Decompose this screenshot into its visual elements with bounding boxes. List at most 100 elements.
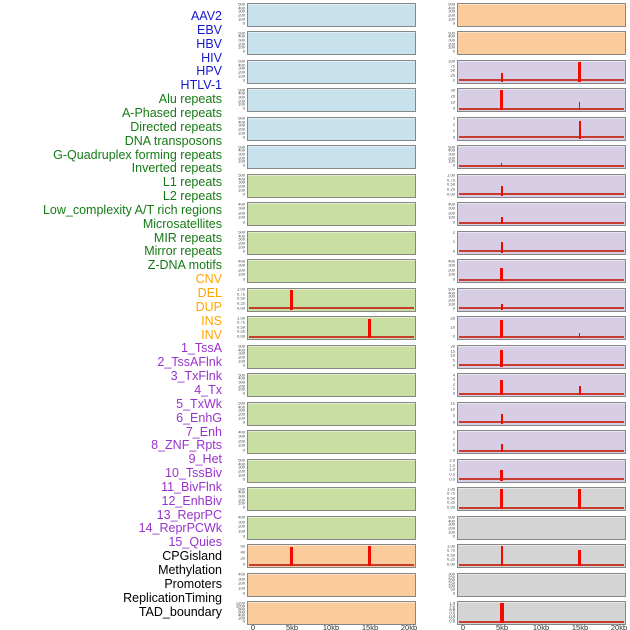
ytick-4-tx-0: 0 (452, 164, 455, 169)
ytick-methylation-200: 200 (448, 527, 455, 532)
panel-left-microsatellites (247, 430, 416, 454)
ytick-ebv-500: 500 (238, 31, 245, 36)
ytick-methylation-0: 0 (452, 534, 455, 539)
ytick-cnv-0: 0 (242, 563, 245, 568)
panel-right-methylation (457, 515, 626, 540)
ytick-alu-repeats-200: 200 (238, 185, 245, 190)
ytick-methylation-300: 300 (448, 523, 455, 528)
ytick-3-txflnk-2: 2 (452, 123, 455, 128)
xtick-right-5kb: 5kb (495, 623, 509, 630)
ytick-dup-1000: 1000 (235, 604, 245, 609)
ytick-z-dna-motifs-0: 0 (242, 534, 245, 539)
ytick-dup-0: 0 (242, 620, 245, 625)
ytick-3-txflnk-0: 0 (452, 135, 455, 140)
ytick-15-quies-0-0: 0.0 (449, 477, 455, 482)
row-label-a-phased-repeats: A-Phased repeats (121, 105, 222, 120)
ytick-ebv-400: 400 (238, 35, 245, 40)
ytick-cpgisland-0-75: 0.75 (447, 492, 455, 497)
spike-6-enhg-5kb (500, 217, 503, 224)
ytick-alu-repeats-100: 100 (238, 188, 245, 193)
ytick-inv-0: 0 (452, 50, 455, 55)
panel-right-6-enhg (457, 202, 626, 226)
ytick-htlv-1-400: 400 (238, 149, 245, 154)
ytick-dup-200: 200 (238, 616, 245, 621)
row-label-8-znf-rpts: 8_ZNF_Rpts (151, 438, 222, 453)
baseline-6-enhg (459, 221, 624, 224)
baseline-15-quies (459, 478, 624, 480)
ytick-dna-transposons-200: 200 (238, 268, 245, 273)
ytick-mir-repeats-400: 400 (238, 462, 245, 467)
ytick-microsatellites-0: 0 (242, 449, 245, 454)
baseline-11-bivflnk (459, 364, 624, 366)
row-label-14-reprpcwk: 14_ReprPCWk (138, 521, 222, 536)
ytick-methylation-500: 500 (448, 516, 455, 521)
ytick-directed-repeats-0: 0 (242, 249, 245, 254)
ytick-mir-repeats-100: 100 (238, 473, 245, 478)
ytick-cpgisland-0-25: 0.25 (447, 501, 455, 506)
spike-11-bivflnk-5kb (500, 349, 503, 367)
ytick-tad-boundary-0-4: 0.4 (449, 614, 455, 619)
panel-left-low-complexity-a-t-rich-regions (247, 401, 416, 426)
baseline-promoters (459, 563, 624, 566)
baseline-5-txwk (459, 193, 624, 195)
ytick-methylation-100: 100 (448, 530, 455, 535)
baseline-cnv (249, 563, 414, 566)
ytick-alu-repeats-500: 500 (238, 174, 245, 179)
ytick-9-het-300: 300 (448, 295, 455, 300)
panel-right-10-tssbiv (457, 316, 626, 340)
ytick-hbv-0: 0 (242, 78, 245, 83)
baseline-3-txflnk (459, 136, 624, 138)
row-label-9-het: 9_Het (188, 452, 222, 467)
panel-right-4-tx (457, 145, 626, 169)
panel-right-cpgisland (457, 487, 626, 511)
spike-1-tssa-15kb (578, 61, 581, 82)
ytick-14-reprpcwk-1: 1 (452, 442, 455, 447)
ytick-hpv-100: 100 (238, 131, 245, 136)
ytick-7-enh-1: 1 (452, 240, 455, 245)
ytick-6-enhg-100: 100 (448, 216, 455, 221)
ytick-dup-400: 400 (238, 613, 245, 618)
ytick-6-enhg-0: 0 (452, 221, 455, 226)
panel-right-8-znf-rpts (457, 259, 626, 283)
row-label-13-reprpc: 13_ReprPC (156, 507, 222, 522)
ytick-del-300: 300 (238, 577, 245, 582)
ytick-hpv-500: 500 (238, 117, 245, 122)
ytick-inverted-repeats-0-25: 0.25 (237, 330, 245, 335)
ytick-microsatellites-300: 300 (238, 435, 245, 440)
ytick-tad-boundary-0-2: 0.2 (449, 617, 455, 622)
ytick-12-enhbiv-4: 4 (452, 373, 455, 378)
row-label-l2-repeats: L2 repeats (162, 189, 222, 204)
spike-10-tssbiv-15kb (578, 333, 581, 338)
ytick-inv-100: 100 (448, 46, 455, 51)
ytick-low-complexity-a-t-rich-regions-400: 400 (238, 405, 245, 410)
ytick-2-tssaflnk-10: 10 (450, 100, 455, 105)
spike-cnv-15kb (368, 546, 371, 566)
ytick-dup-800: 800 (238, 607, 245, 612)
ytick-promoters-0-25: 0.25 (447, 558, 455, 563)
ytick-11-bivflnk-15: 15 (450, 349, 455, 354)
spike-15-quies-5kb (500, 469, 503, 481)
panel-right-promoters (457, 544, 626, 568)
panel-right-3-txflnk (457, 116, 626, 141)
spike-4-tx-5kb (500, 163, 503, 167)
ytick-replicationtiming-250: 250 (448, 576, 455, 581)
ytick-ebv-100: 100 (238, 46, 245, 51)
ytick-cnv-40: 40 (240, 550, 245, 555)
row-label-11-bivflnk: 11_BivFlnk (161, 479, 222, 494)
ytick-htlv-1-100: 100 (238, 160, 245, 165)
ytick-cnv-20: 20 (240, 556, 245, 561)
ytick-low-complexity-a-t-rich-regions-300: 300 (238, 409, 245, 414)
ytick-4-tx-100: 100 (448, 160, 455, 165)
panel-left-l1-repeats (247, 344, 416, 369)
ytick-aav2-500: 500 (238, 3, 245, 8)
ytick-9-het-400: 400 (448, 291, 455, 296)
ytick-1-tssa-0: 0 (452, 78, 455, 83)
baseline-7-enh (459, 250, 624, 252)
panel-right-5-txwk (457, 173, 626, 198)
panel-left-l2-repeats (247, 373, 416, 397)
ytick-hpv-300: 300 (238, 124, 245, 129)
ytick-13-reprpc-10: 10 (450, 408, 455, 413)
ytick-4-tx-400: 400 (448, 149, 455, 154)
spike-cpgisland-5kb (500, 489, 503, 509)
ytick-inverted-repeats-1-00: 1.00 (237, 316, 245, 321)
